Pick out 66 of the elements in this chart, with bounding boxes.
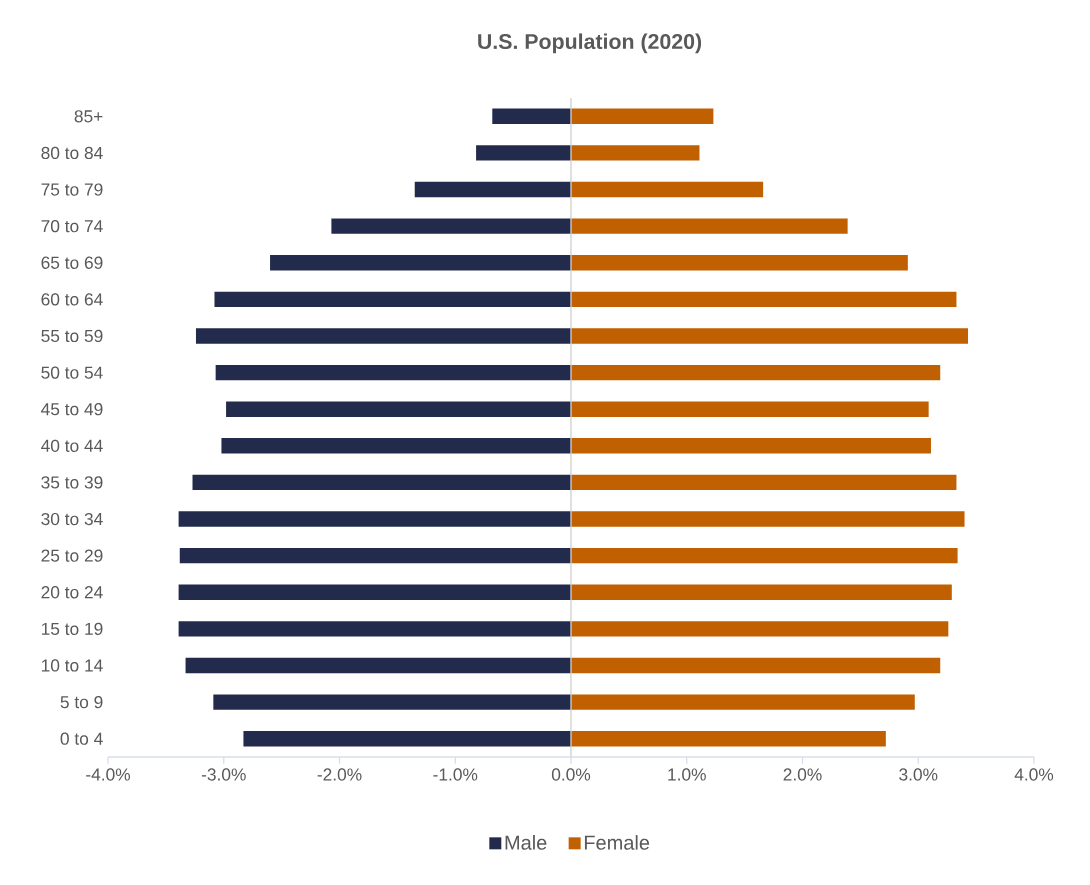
- bar: [571, 438, 931, 454]
- bar: [571, 547, 958, 564]
- y-tick-label: 20 to 24: [41, 586, 103, 599]
- x-tick-label: 3.0%: [899, 768, 938, 781]
- bar: [221, 438, 571, 454]
- y-tick-label: 70 to 74: [41, 220, 103, 233]
- bar: [178, 511, 571, 527]
- y-tick-label: 80 to 84: [41, 146, 103, 160]
- bar: [179, 547, 571, 564]
- legend-label: Male: [505, 835, 547, 850]
- y-tick-label: 50 to 54: [41, 366, 103, 379]
- bar: [571, 657, 941, 674]
- x-tick-label: -2.0%: [317, 768, 362, 781]
- bar: [226, 401, 571, 417]
- y-tick-label: 15 to 19: [41, 622, 103, 635]
- bar: [331, 218, 571, 234]
- bar: [414, 181, 571, 198]
- bar: [571, 255, 908, 271]
- bar: [195, 328, 571, 344]
- bar: [178, 584, 571, 600]
- bar: [185, 657, 571, 674]
- y-tick-label: 35 to 39: [41, 476, 103, 489]
- bar: [215, 364, 571, 381]
- bar: [571, 731, 886, 747]
- bar: [178, 621, 571, 637]
- y-tick-label: 85+: [74, 110, 103, 123]
- bar: [571, 364, 941, 381]
- y-tick-label: 5 to 9: [60, 695, 103, 709]
- x-tick-label: -3.0%: [201, 768, 246, 781]
- x-tick-label: 2.0%: [783, 768, 822, 781]
- y-tick-label: 75 to 79: [41, 183, 103, 196]
- bar: [571, 218, 848, 234]
- bar: [571, 401, 929, 417]
- x-tick-label: 1.0%: [668, 768, 706, 781]
- y-tick-label: 40 to 44: [41, 439, 103, 452]
- chart-title: U.S. Population (2020): [478, 33, 702, 54]
- bar: [192, 474, 571, 491]
- x-tick-label: 4.0%: [1014, 768, 1054, 781]
- bar: [214, 291, 571, 308]
- x-tick-label: 0.0%: [551, 768, 591, 781]
- x-tick-label: -1.0%: [433, 768, 478, 781]
- y-tick-label: 55 to 59: [41, 329, 103, 343]
- bar: [492, 108, 571, 124]
- bar: [571, 291, 957, 308]
- bar: [571, 181, 764, 198]
- bar: [571, 108, 714, 124]
- y-tick-label: 10 to 14: [41, 659, 103, 672]
- bar: [270, 255, 571, 271]
- y-tick-label: 65 to 69: [41, 256, 103, 269]
- bar: [571, 328, 969, 344]
- y-tick-label: 60 to 64: [41, 293, 103, 306]
- bar: [243, 731, 571, 747]
- bar: [571, 621, 949, 637]
- y-tick-label: 45 to 49: [41, 403, 103, 416]
- y-tick-label: 0 to 4: [60, 732, 103, 745]
- bar: [476, 145, 571, 161]
- y-tick-label: 30 to 34: [41, 512, 103, 526]
- bar: [571, 145, 700, 161]
- legend-label: Female: [584, 835, 650, 850]
- bar: [571, 511, 965, 527]
- bar: [213, 694, 571, 710]
- bar: [571, 694, 915, 710]
- bar: [571, 584, 952, 600]
- x-tick-label: -4.0%: [86, 768, 131, 781]
- y-tick-label: 25 to 29: [41, 549, 103, 562]
- bar: [571, 474, 957, 491]
